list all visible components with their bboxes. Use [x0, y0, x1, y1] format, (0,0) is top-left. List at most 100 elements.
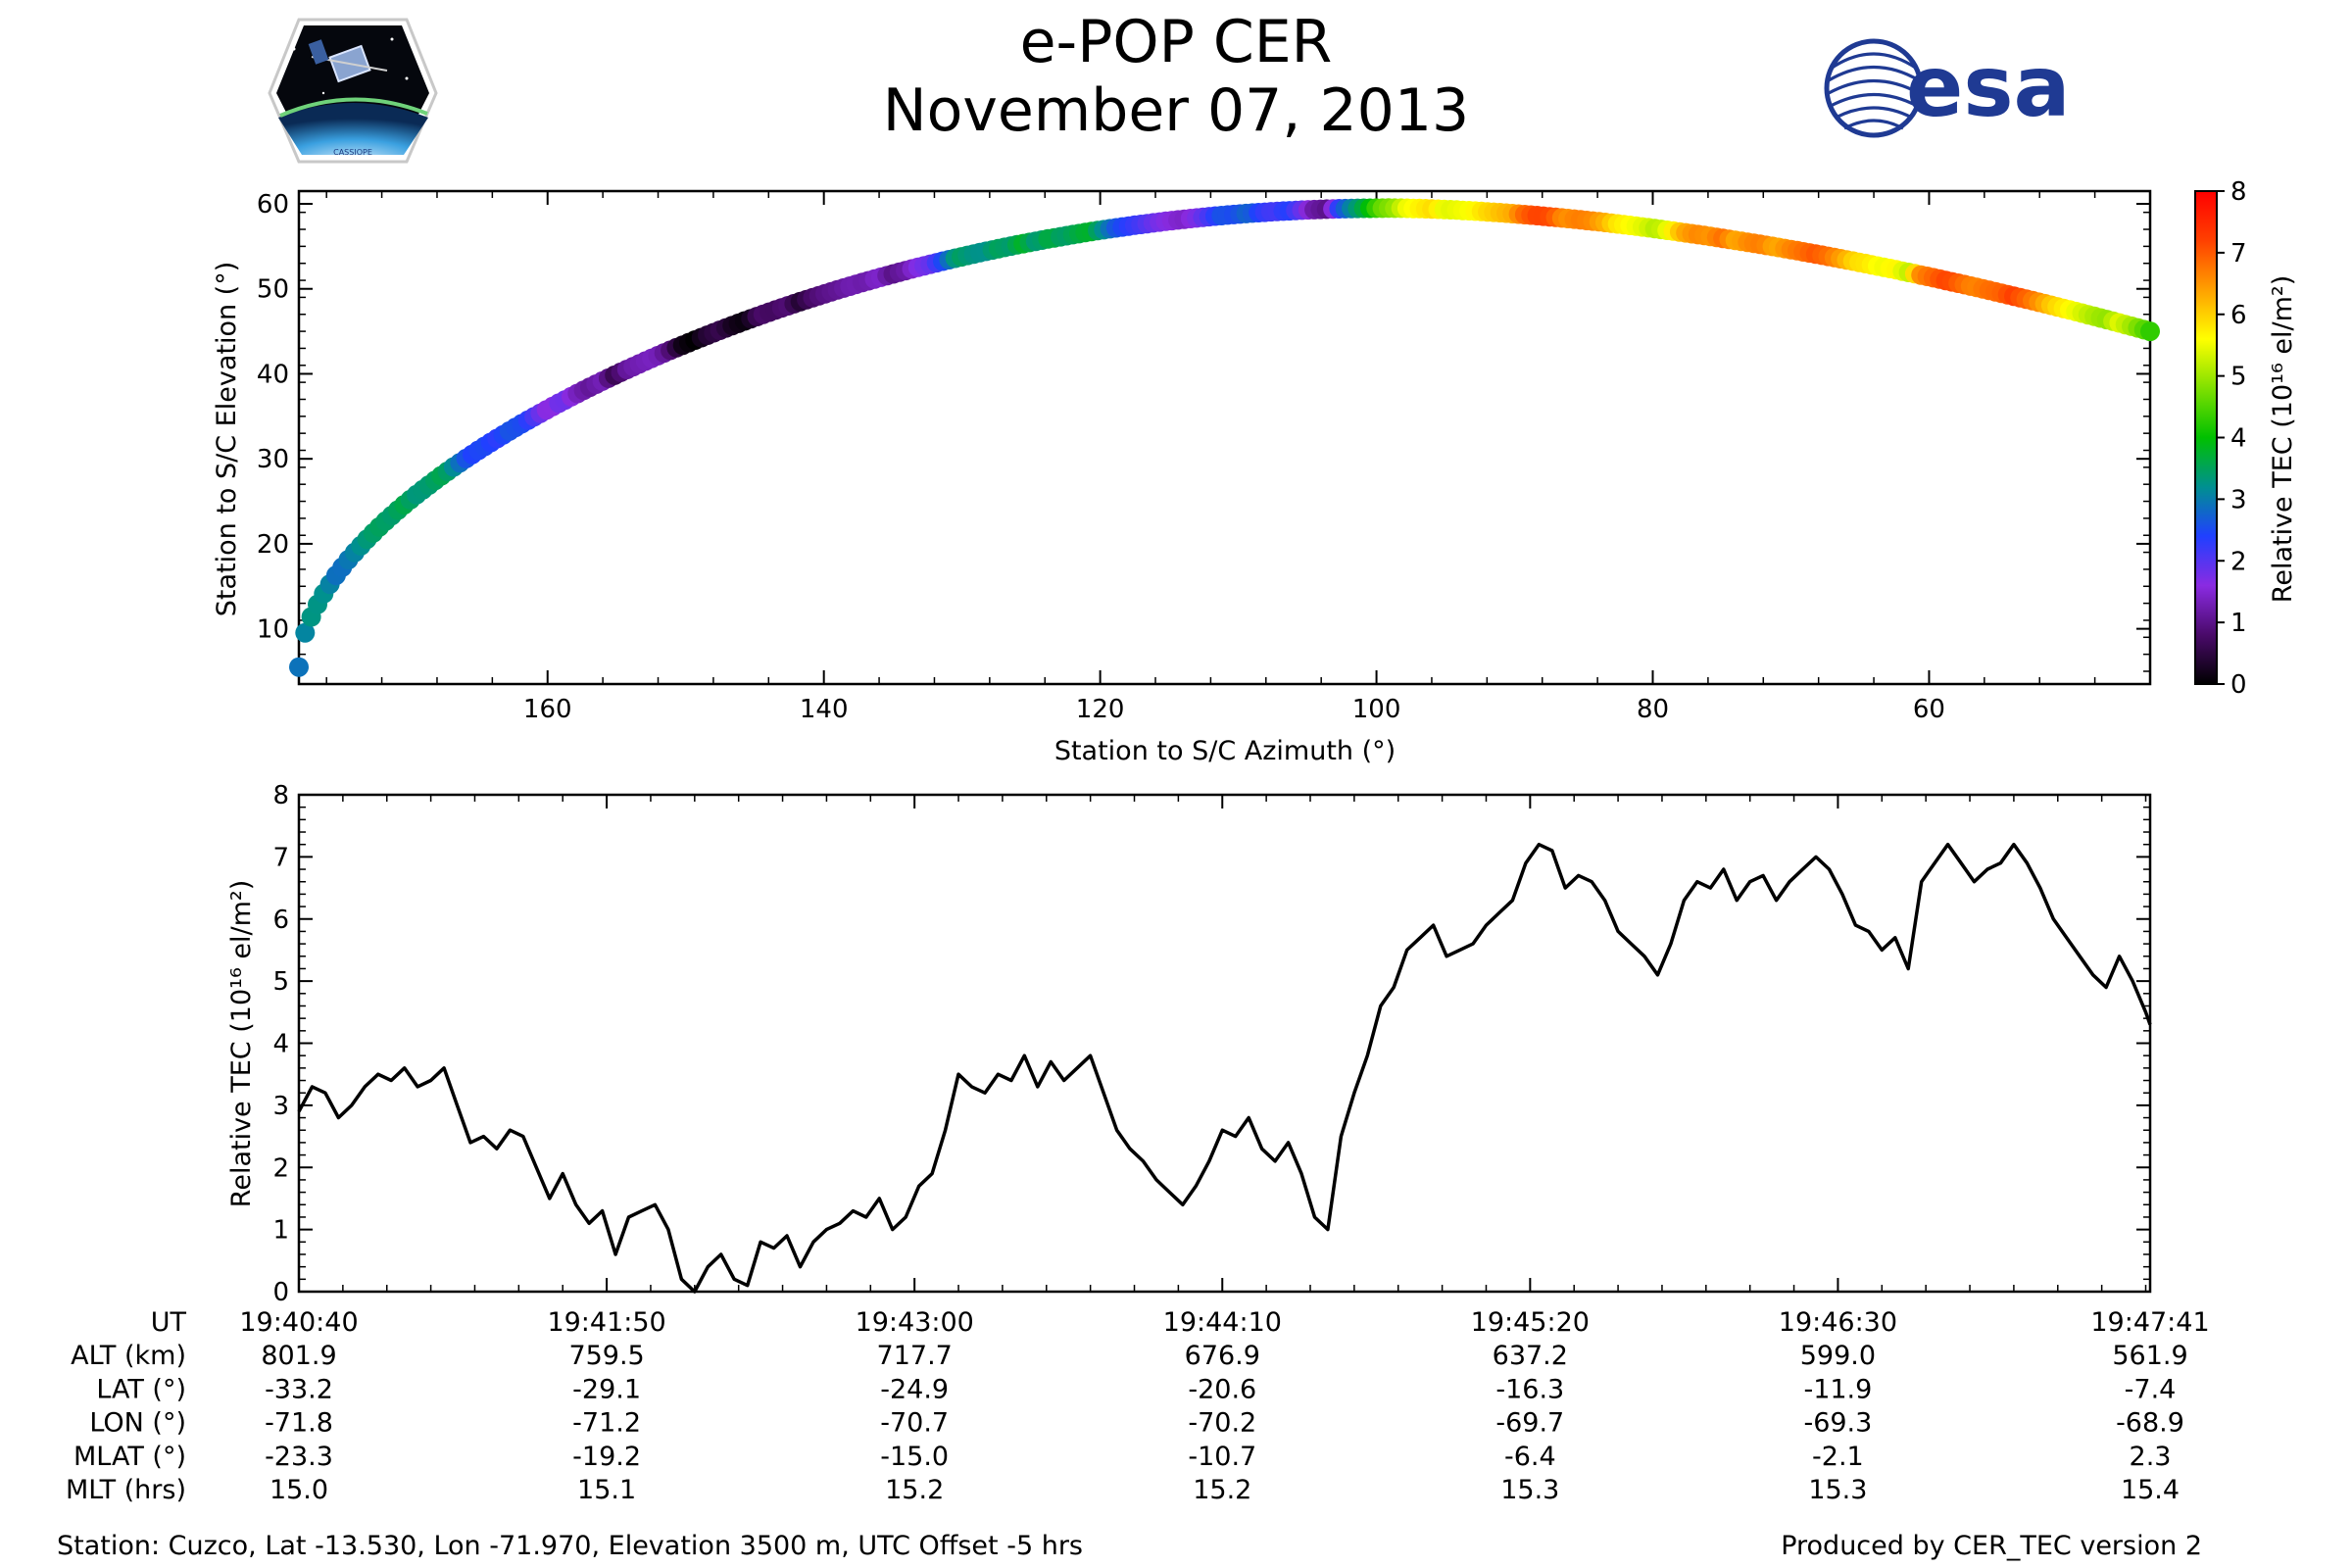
y-axis-label-top: Station to S/C Elevation (°): [212, 262, 242, 617]
x-tick-label: 140: [800, 695, 849, 724]
table-row-label: LAT (°): [96, 1374, 186, 1404]
table-cell: -71.2: [572, 1408, 641, 1439]
y-tick-label: 60: [257, 190, 289, 220]
chart-title: e-POP CER: [1019, 8, 1333, 76]
table-cell: 15.0: [270, 1475, 328, 1505]
table-cell: 676.9: [1185, 1341, 1260, 1371]
table-cell: 759.5: [568, 1341, 644, 1371]
table-cell: 15.2: [1193, 1475, 1251, 1505]
table-cell: 15.1: [577, 1475, 636, 1505]
table-cell: -23.3: [265, 1442, 333, 1472]
track-point: [2140, 321, 2160, 342]
x-tick-label: 60: [1913, 695, 1945, 724]
table-cell: 15.3: [1808, 1475, 1867, 1505]
table-cell: 19:45:20: [1471, 1307, 1590, 1338]
y-tick-label: 40: [257, 360, 289, 389]
table-cell: 599.0: [1800, 1341, 1876, 1371]
satellite-icon: [308, 39, 388, 83]
table-cell: 801.9: [261, 1341, 336, 1371]
table-cell: 717.7: [877, 1341, 953, 1371]
table-cell: 15.4: [2121, 1475, 2180, 1505]
colorbar-label: Relative TEC (10¹⁶ el/m²): [2268, 275, 2298, 603]
table-cell: -10.7: [1188, 1442, 1256, 1472]
produced-by: Produced by CER_TEC version 2: [1781, 1531, 2202, 1561]
table-cell: -15.0: [880, 1442, 949, 1472]
y-axis-ticks-top: 10 20 30 40 50 60: [257, 190, 2150, 645]
table-cell: -29.1: [572, 1374, 641, 1404]
table-cell: -70.2: [1188, 1408, 1256, 1439]
table-cell: -20.6: [1188, 1374, 1256, 1404]
table-cell: -16.3: [1495, 1374, 1564, 1404]
table-cell: 15.3: [1500, 1475, 1559, 1505]
x-tick-label: 80: [1637, 695, 1669, 724]
table-cell: -11.9: [1803, 1374, 1872, 1404]
colorbar-tick-label: 5: [2230, 363, 2247, 392]
x-axis-ticks-top: 160 140 120 100 80 60: [523, 191, 1945, 724]
table-cell: 19:44:10: [1163, 1307, 1282, 1338]
y-tick-label: 8: [272, 781, 289, 810]
track-point: [295, 622, 316, 643]
station-info: Station: Cuzco, Lat -13.530, Lon -71.970…: [57, 1531, 1083, 1561]
table-cell: -2.1: [1812, 1442, 1864, 1472]
table-cell: 19:40:40: [239, 1307, 358, 1338]
table-row-label: MLAT (°): [74, 1442, 186, 1472]
chart-date: November 07, 2013: [882, 76, 1470, 145]
colorbar-ticks: 0 1 2 3 4 5 6 7 8: [2217, 177, 2247, 700]
plot-frame-top: [297, 189, 2152, 686]
table-cell: 637.2: [1493, 1341, 1568, 1371]
minor-ticks-bottom: [299, 795, 2150, 1292]
cassiope-logo-text: CASSIOPE: [333, 148, 372, 157]
track-points: [289, 198, 2160, 677]
elevation-azimuth-panel: 160 140 120 100 80 60 10 20 30 40 50 60 Station to…: [212, 189, 2160, 766]
table-cell: -6.4: [1504, 1442, 1556, 1472]
colorbar-tick-label: 3: [2230, 485, 2247, 514]
colorbar-tick-label: 6: [2230, 301, 2247, 330]
table-cell: -70.7: [880, 1408, 949, 1439]
colorbar-tick-label: 8: [2230, 177, 2247, 207]
table-row-label: LON (°): [89, 1408, 186, 1439]
table-cell: 19:41:50: [547, 1307, 665, 1338]
table-cell: 561.9: [2112, 1341, 2187, 1371]
y-tick-label: 4: [272, 1030, 289, 1059]
table-cell: -68.9: [2116, 1408, 2184, 1439]
colorbar-gradient: [2194, 190, 2218, 685]
table-cell: 2.3: [2130, 1442, 2172, 1472]
cassiope-logo: CASSIOPE: [268, 18, 438, 164]
y-tick-label: 10: [257, 615, 289, 645]
table-cell: 15.2: [885, 1475, 944, 1505]
table-cell: -19.2: [572, 1442, 641, 1472]
table-cell: 19:46:30: [1779, 1307, 1897, 1338]
colorbar-tick-label: 1: [2230, 609, 2247, 638]
table-cell: 19:43:00: [856, 1307, 974, 1338]
y-tick-label: 2: [272, 1153, 289, 1183]
y-tick-label: 3: [272, 1092, 289, 1121]
table-cell: 19:47:41: [2090, 1307, 2209, 1338]
y-tick-label: 1: [272, 1216, 289, 1246]
x-axis-ticks-bottom: [298, 795, 2151, 1292]
x-tick-label: 120: [1076, 695, 1125, 724]
y-axis-label-bottom: Relative TEC (10¹⁶ el/m²): [226, 880, 257, 1207]
y-tick-label: 5: [272, 967, 289, 997]
table-cell: -71.8: [265, 1408, 333, 1439]
table-cell: -24.9: [880, 1374, 949, 1404]
colorbar-tick-label: 7: [2230, 239, 2247, 269]
table-cell: -69.3: [1803, 1408, 1872, 1439]
plot-frame-bottom: [297, 793, 2152, 1294]
y-tick-label: 7: [272, 843, 289, 872]
esa-globe-icon: [1824, 38, 1924, 138]
y-axis-ticks-bottom: 0 1 2 3 4 5 6 7 8: [272, 781, 2150, 1307]
colorbar-tick-label: 4: [2230, 424, 2247, 454]
tec-timeseries-panel: 0 1 2 3 4 5 6 7 8 Relative TEC (10¹⁶ el/m²): [226, 781, 2152, 1307]
x-tick-label: 100: [1352, 695, 1401, 724]
esa-wordmark: esa: [1906, 38, 2071, 136]
y-tick-label: 0: [272, 1278, 289, 1307]
esa-logo: esa: [1824, 38, 2071, 138]
colorbar: 0 1 2 3 4 5 6 7 8 Relative TEC (10¹⁶ el/m²): [2194, 177, 2298, 700]
colorbar-tick-label: 2: [2230, 547, 2247, 576]
table-row-label: UT: [151, 1307, 187, 1338]
y-tick-label: 30: [257, 445, 289, 474]
table-row-label: ALT (km): [71, 1341, 186, 1371]
x-axis-label-top: Station to S/C Azimuth (°): [1054, 736, 1396, 766]
track-point: [289, 657, 309, 677]
x-tick-label: 160: [523, 695, 572, 724]
